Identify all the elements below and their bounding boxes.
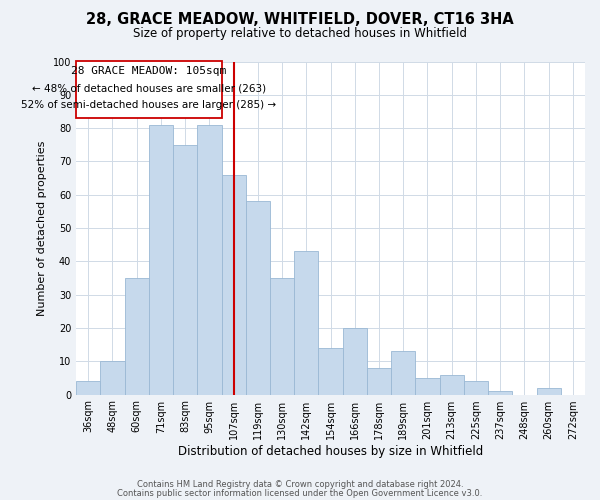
Text: 28 GRACE MEADOW: 105sqm: 28 GRACE MEADOW: 105sqm [71, 66, 226, 76]
Y-axis label: Number of detached properties: Number of detached properties [37, 140, 47, 316]
Bar [440, 374, 464, 394]
Bar [76, 62, 221, 118]
Bar [149, 125, 173, 394]
Text: Size of property relative to detached houses in Whitfield: Size of property relative to detached ho… [133, 28, 467, 40]
Bar [221, 174, 246, 394]
Bar [197, 125, 221, 394]
Bar [319, 348, 343, 395]
Bar [343, 328, 367, 394]
Bar [488, 392, 512, 394]
Bar [173, 145, 197, 394]
Text: 52% of semi-detached houses are larger (285) →: 52% of semi-detached houses are larger (… [21, 100, 277, 110]
X-axis label: Distribution of detached houses by size in Whitfield: Distribution of detached houses by size … [178, 444, 483, 458]
Bar [415, 378, 440, 394]
Bar [76, 382, 100, 394]
Bar [246, 202, 270, 394]
Bar [391, 352, 415, 395]
Bar [270, 278, 294, 394]
Text: Contains HM Land Registry data © Crown copyright and database right 2024.: Contains HM Land Registry data © Crown c… [137, 480, 463, 489]
Bar [294, 252, 319, 394]
Bar [367, 368, 391, 394]
Bar [100, 362, 125, 394]
Bar [464, 382, 488, 394]
Text: 28, GRACE MEADOW, WHITFIELD, DOVER, CT16 3HA: 28, GRACE MEADOW, WHITFIELD, DOVER, CT16… [86, 12, 514, 28]
Bar [536, 388, 561, 394]
Text: ← 48% of detached houses are smaller (263): ← 48% of detached houses are smaller (26… [32, 83, 266, 93]
Bar [125, 278, 149, 394]
Text: Contains public sector information licensed under the Open Government Licence v3: Contains public sector information licen… [118, 488, 482, 498]
